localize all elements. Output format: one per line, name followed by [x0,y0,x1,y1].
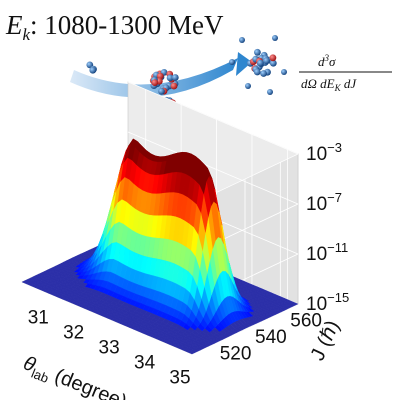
proton-sphere [170,82,178,90]
neutron-sphere [263,57,270,65]
neutron-sphere [269,59,277,67]
emitted-nucleon [272,35,278,41]
grid-line [127,81,299,155]
z-tick-label: 10−3 [306,140,342,165]
x-tick-label: 35 [169,368,190,389]
chart-title: Ek: 1080-1300 MeV [5,10,224,44]
reaction-arrow-head [236,52,252,76]
formula-numerator: d3σ [318,53,336,69]
x-tick-label: 33 [99,338,120,359]
z-tick-label: 10−7 [306,190,342,215]
projectile-nucleus [86,61,97,74]
y-tick-label: 540 [255,327,287,348]
emitted-nucleon [245,83,251,89]
surface-mesh [21,138,299,355]
x-tick-label: 31 [28,308,49,329]
z-tick-label: 10−15 [306,290,349,315]
neutron-sphere [254,48,261,56]
neutron-sphere [89,66,97,74]
formula-denominator: dΩ dEK dJ [301,76,357,93]
cross-section-formula: d3σ dΩ dEK dJ [299,53,392,93]
proton-sphere [156,72,164,80]
emitted-nucleon [239,37,245,43]
x-axis-label: θlab (degree) [19,352,130,400]
y-tick-label: 560 [290,310,322,331]
surface-facet [21,280,30,285]
fragment-nucleus [247,48,277,77]
x-tick-label: 34 [134,353,156,374]
neutron-sphere [166,74,174,82]
target-nucleus [149,69,179,95]
neutron-sphere [158,87,165,95]
emitted-nucleon [229,59,235,65]
grid-line [127,131,299,205]
emitted-nucleon [281,69,287,75]
y-tick-label: 520 [220,344,252,365]
z-tick-label: 10−11 [306,240,348,265]
proton-sphere [151,79,159,86]
neutron-sphere [171,74,179,81]
neutron-sphere [253,68,261,76]
x-tick-label: 32 [63,323,84,344]
proton-sphere [269,54,277,62]
emitted-nucleon [267,89,273,95]
neutron-sphere [257,59,264,67]
neutron-sphere [260,70,267,77]
reaction-arc [70,58,238,98]
